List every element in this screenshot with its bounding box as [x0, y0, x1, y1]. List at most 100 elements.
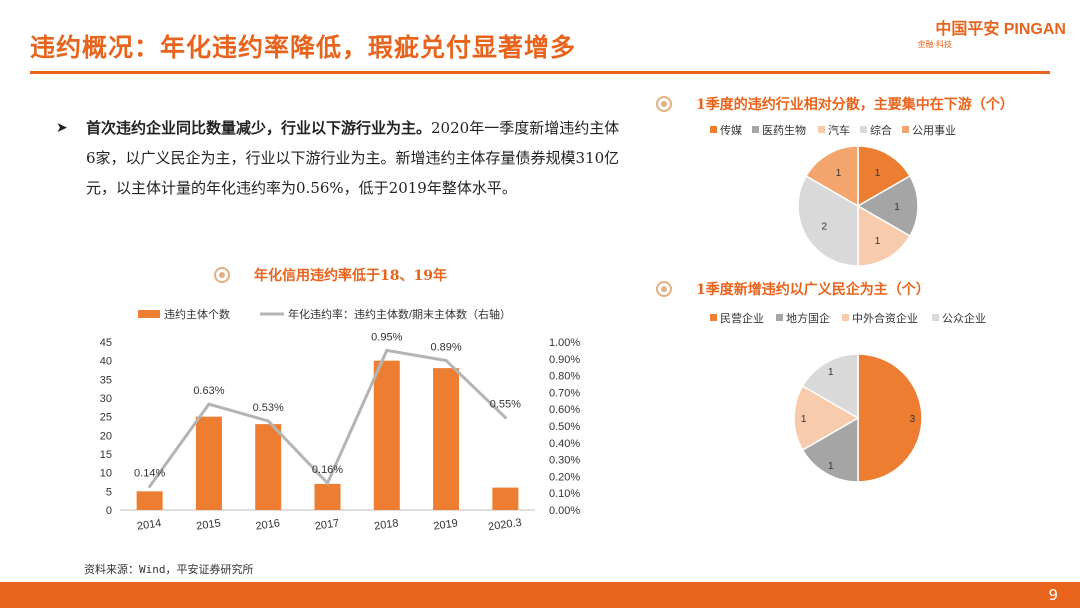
y2-tick-label: 0.80% — [549, 371, 580, 383]
legend-label: 医药生物 — [762, 123, 806, 137]
x-tick-label: 2019 — [433, 517, 459, 532]
bar — [314, 483, 341, 510]
y2-tick-label: 0.30% — [549, 455, 580, 467]
y2-tick-label: 0.90% — [549, 354, 580, 366]
combo-chart: 违约主体个数 年化违约率：违约主体数/期末主体数（右轴） 0 5 10 15 20 25 30 3… — [100, 307, 581, 534]
y-tick-label: 15 — [100, 449, 112, 461]
bar-chart-heading: 年化信用违约率低于18、19年 — [214, 265, 447, 285]
y-tick-label: 10 — [100, 468, 112, 480]
legend-swatch — [752, 126, 759, 133]
rate-data-label: 0.89% — [430, 341, 461, 353]
legend-swatch — [860, 126, 867, 133]
bullet-detail: 2020年一季度新增违约主体6家，以广义民企为主，行业以下游行业为主。新增违约主… — [86, 119, 620, 197]
pie-data-label: 1 — [801, 414, 807, 425]
x-tick-label: 2017 — [314, 517, 340, 532]
bullet-body: 首次违约企业同比数量减少，行业以下游行业为主。2020年一季度新增违约主体6家，… — [86, 113, 620, 203]
rate-data-label: 0.55% — [490, 399, 521, 411]
pie-data-label: 1 — [875, 168, 881, 179]
y-tick-label: 40 — [100, 356, 112, 368]
legend-label: 地方国企 — [786, 311, 830, 325]
rate-point — [385, 348, 389, 352]
bar — [255, 424, 282, 510]
x-tick-label: 2014 — [136, 517, 162, 532]
pie1-heading: 1季度的违约行业相对分散，主要集中在下游（个） — [656, 94, 1014, 114]
y2-tick-label: 0.20% — [549, 471, 580, 483]
pie-data-label: 1 — [894, 202, 900, 213]
bar — [373, 360, 400, 510]
legend-label: 公众企业 — [942, 311, 986, 325]
pie2-title: 1季度新增违约以广义民企为主（个） — [696, 282, 930, 298]
pie-slice — [793, 384, 860, 452]
pie-data-label: 1 — [828, 461, 834, 472]
logo-sub-text: 金融·科技 — [917, 40, 952, 49]
legend-label: 传媒 — [720, 124, 742, 137]
bar — [195, 416, 222, 510]
bullet-lead: 首次违约企业同比数量减少，行业以下游行业为主。 — [86, 119, 432, 137]
rate-point — [444, 358, 448, 362]
rate-data-label: 0.53% — [253, 402, 284, 414]
rate-point — [503, 416, 507, 420]
y2-tick-label: 0.00% — [549, 505, 580, 517]
legend-swatch — [902, 126, 909, 133]
legend-swatch-bar — [138, 310, 160, 318]
pie-slice — [857, 204, 911, 267]
title-rule — [30, 71, 1050, 74]
pie-data-label: 3 — [910, 414, 916, 425]
pingan-logo: 中国平安 PINGAN 金融·科技 — [917, 15, 1066, 50]
target-bullet-icon — [656, 96, 672, 112]
page-title: 违约概况：年化违约率降低，瑕疵兑付显著增多 — [30, 33, 577, 62]
bar — [433, 368, 460, 510]
y-tick-label: 25 — [100, 412, 112, 424]
y2-tick-label: 1.00% — [549, 337, 580, 349]
rate-data-label: 0.63% — [193, 385, 224, 397]
logo-main-text: 中国平安 PINGAN — [935, 21, 1066, 38]
legend-label: 民营企业 — [720, 311, 764, 325]
pie-slice — [801, 416, 859, 483]
target-bullet-icon — [214, 267, 230, 283]
footer-bar: 9 — [0, 582, 1080, 608]
rate-data-label: 0.16% — [312, 464, 343, 476]
bar — [492, 487, 519, 510]
legend-swatch — [932, 314, 939, 321]
legend-label: 公用事业 — [912, 124, 956, 137]
y-tick-label: 30 — [100, 393, 112, 405]
pie-slice — [856, 174, 919, 238]
data-source: 资料来源：Wind，平安证券研究所 — [84, 563, 254, 576]
bar-chart-title: 年化信用违约率低于18、19年 — [254, 268, 447, 284]
y-tick-label: 45 — [100, 337, 112, 349]
y2-tick-label: 0.10% — [549, 488, 580, 500]
pie-chart-industry: 传媒 医药生物 汽车 综合 公用事业 1 1 1 2 1 — [710, 123, 956, 267]
legend-swatch — [710, 126, 717, 133]
y2-tick-label: 0.40% — [549, 438, 580, 450]
bar — [136, 491, 163, 510]
y-tick-label: 20 — [100, 430, 112, 442]
y2-tick-label: 0.60% — [549, 404, 580, 416]
y-tick-label: 35 — [100, 374, 112, 386]
pie-data-label: 1 — [836, 168, 842, 179]
pie-slice — [801, 353, 859, 420]
x-tick-label: 2015 — [196, 517, 222, 532]
y-tick-label: 0 — [106, 505, 112, 517]
legend-swatch — [776, 314, 783, 321]
target-bullet-icon — [656, 281, 672, 297]
legend-swatch — [842, 314, 849, 321]
pie2-heading: 1季度新增违约以广义民企为主（个） — [656, 279, 930, 299]
pie-slice — [797, 174, 859, 267]
pie-chart-ownership: 民营企业 地方国企 中外合资企业 公众企业 3 1 1 1 — [710, 311, 986, 483]
arrow-bullet-icon: ➤ — [56, 120, 68, 136]
legend-label-bar: 违约主体个数 — [164, 307, 230, 321]
rate-data-label: 0.95% — [371, 331, 402, 343]
pie-data-label: 2 — [821, 222, 827, 233]
legend-label: 中外合资企业 — [852, 311, 918, 325]
rate-data-label: 0.14% — [134, 467, 165, 479]
page-number: 9 — [1048, 586, 1058, 604]
rate-point — [148, 484, 152, 488]
legend-label: 综合 — [870, 123, 892, 137]
x-tick-label: 2020.3 — [487, 517, 522, 534]
rate-point — [326, 481, 329, 485]
x-tick-label: 2016 — [255, 517, 281, 532]
pie1-title: 1季度的违约行业相对分散，主要集中在下游（个） — [696, 97, 1014, 113]
y-tick-label: 5 — [106, 486, 112, 498]
legend-label-line: 年化违约率：违约主体数/期末主体数（右轴） — [288, 307, 511, 321]
legend-swatch — [710, 314, 717, 321]
